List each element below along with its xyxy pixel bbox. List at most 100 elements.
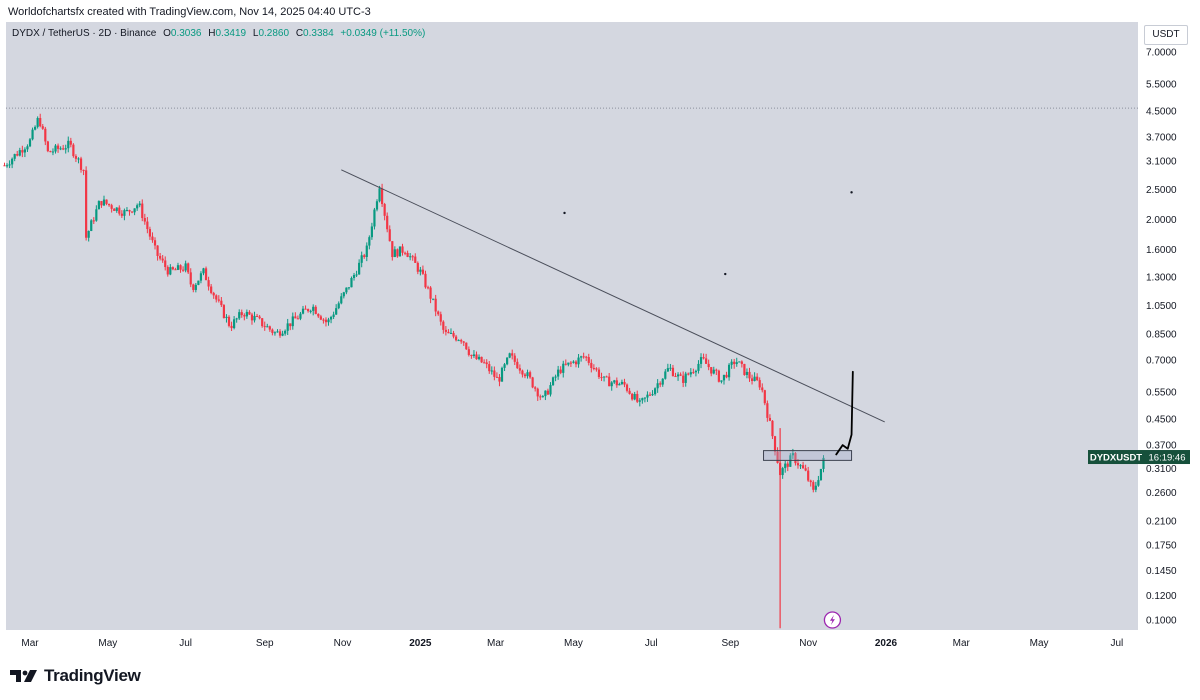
candle-body xyxy=(495,376,499,378)
candle-body xyxy=(358,262,361,275)
candle-body xyxy=(697,363,700,371)
candle-body xyxy=(128,210,131,212)
candle-body xyxy=(130,211,134,213)
candle-body xyxy=(804,468,807,471)
candle-body xyxy=(284,330,287,334)
y-tick-label: 1.0500 xyxy=(1146,301,1177,312)
y-tick-label: 0.1000 xyxy=(1146,616,1177,627)
x-tick-label: Sep xyxy=(721,638,739,649)
candle-body xyxy=(72,144,75,157)
currency-button[interactable]: USDT xyxy=(1144,25,1188,45)
candle-body xyxy=(449,332,453,334)
candle-body xyxy=(620,381,624,384)
candle-body xyxy=(608,376,611,387)
candle-body xyxy=(625,384,629,391)
candle-body xyxy=(546,390,550,395)
candle-body xyxy=(602,376,606,378)
candle-body xyxy=(411,256,414,258)
candle-body xyxy=(235,318,238,320)
candle-body xyxy=(56,145,60,149)
candle-body xyxy=(671,367,675,377)
candle-body xyxy=(92,220,95,222)
candle-body xyxy=(199,273,203,281)
candle-body xyxy=(641,398,644,401)
candle-body xyxy=(79,158,83,170)
candle-body xyxy=(462,341,465,343)
candle-body xyxy=(559,369,562,373)
plot-area[interactable] xyxy=(6,22,1138,630)
y-tick-label: 0.2100 xyxy=(1146,516,1177,527)
candle-body xyxy=(735,362,738,365)
tradingview-logo-icon xyxy=(10,670,37,682)
candle-body xyxy=(329,316,333,320)
candle-body xyxy=(51,151,55,153)
candle-body xyxy=(722,374,726,381)
candle-body xyxy=(136,205,139,209)
candle-body xyxy=(16,154,19,156)
candle-body xyxy=(245,311,248,317)
candle-body xyxy=(467,349,470,355)
support-zone-box xyxy=(763,450,853,461)
candle-body xyxy=(796,463,800,466)
candle-body xyxy=(424,273,427,288)
candle-body xyxy=(227,316,231,326)
candle-body xyxy=(263,326,266,328)
candle-body xyxy=(217,299,220,301)
y-tick-label: 1.6000 xyxy=(1146,245,1177,256)
candle-body xyxy=(253,315,256,321)
x-tick-label: Mar xyxy=(953,638,971,649)
candle-body xyxy=(521,370,524,375)
candle-body xyxy=(169,267,172,275)
candle-body xyxy=(233,319,236,329)
candle-body xyxy=(409,256,412,258)
candle-body xyxy=(623,381,626,385)
candle-body xyxy=(730,361,733,365)
candle-body xyxy=(113,208,116,211)
candle-body xyxy=(638,400,641,402)
candle-body xyxy=(429,287,432,299)
candle-body xyxy=(534,387,537,389)
candle-body xyxy=(414,256,417,263)
x-tick-label: May xyxy=(1030,638,1049,649)
candle-body xyxy=(773,436,777,452)
candle-body xyxy=(286,323,289,331)
candle-body xyxy=(727,364,731,378)
candle-body xyxy=(391,241,394,258)
candle-body xyxy=(480,356,483,363)
candle-body xyxy=(809,480,812,483)
candle-body xyxy=(756,376,759,381)
candle-body xyxy=(447,331,450,334)
candle-body xyxy=(289,323,292,327)
candle-body xyxy=(110,205,113,209)
candle-body xyxy=(266,326,269,328)
candle-body xyxy=(615,380,618,386)
legend-open-label: O xyxy=(163,28,171,39)
candle-body xyxy=(380,188,384,205)
candle-body xyxy=(643,397,646,399)
candle-body xyxy=(120,213,123,216)
candle-body xyxy=(651,394,654,396)
candle-body xyxy=(141,203,144,219)
symbol-tag-name: DYDXUSDT xyxy=(1090,453,1142,464)
candle-body xyxy=(564,363,567,365)
candle-body xyxy=(812,482,815,490)
candle-body xyxy=(426,287,430,289)
candle-body xyxy=(597,369,601,378)
candle-body xyxy=(342,292,345,297)
legend-low-value: 0.2860 xyxy=(258,28,290,39)
candle-body xyxy=(791,453,794,456)
symbol-tag-name-bg xyxy=(1088,450,1144,465)
candle-body xyxy=(822,457,825,469)
candle-body xyxy=(248,311,251,315)
candle-body xyxy=(516,361,519,369)
y-tick-label: 2.5000 xyxy=(1146,185,1177,196)
candle-body xyxy=(281,333,284,336)
candle-body xyxy=(153,240,157,246)
candle-body xyxy=(781,468,784,476)
legend-open-value: 0.3036 xyxy=(170,28,202,39)
candle-body xyxy=(181,269,185,271)
candle-body xyxy=(814,485,817,490)
candle-body xyxy=(85,170,88,238)
annotation-dot xyxy=(724,272,727,276)
